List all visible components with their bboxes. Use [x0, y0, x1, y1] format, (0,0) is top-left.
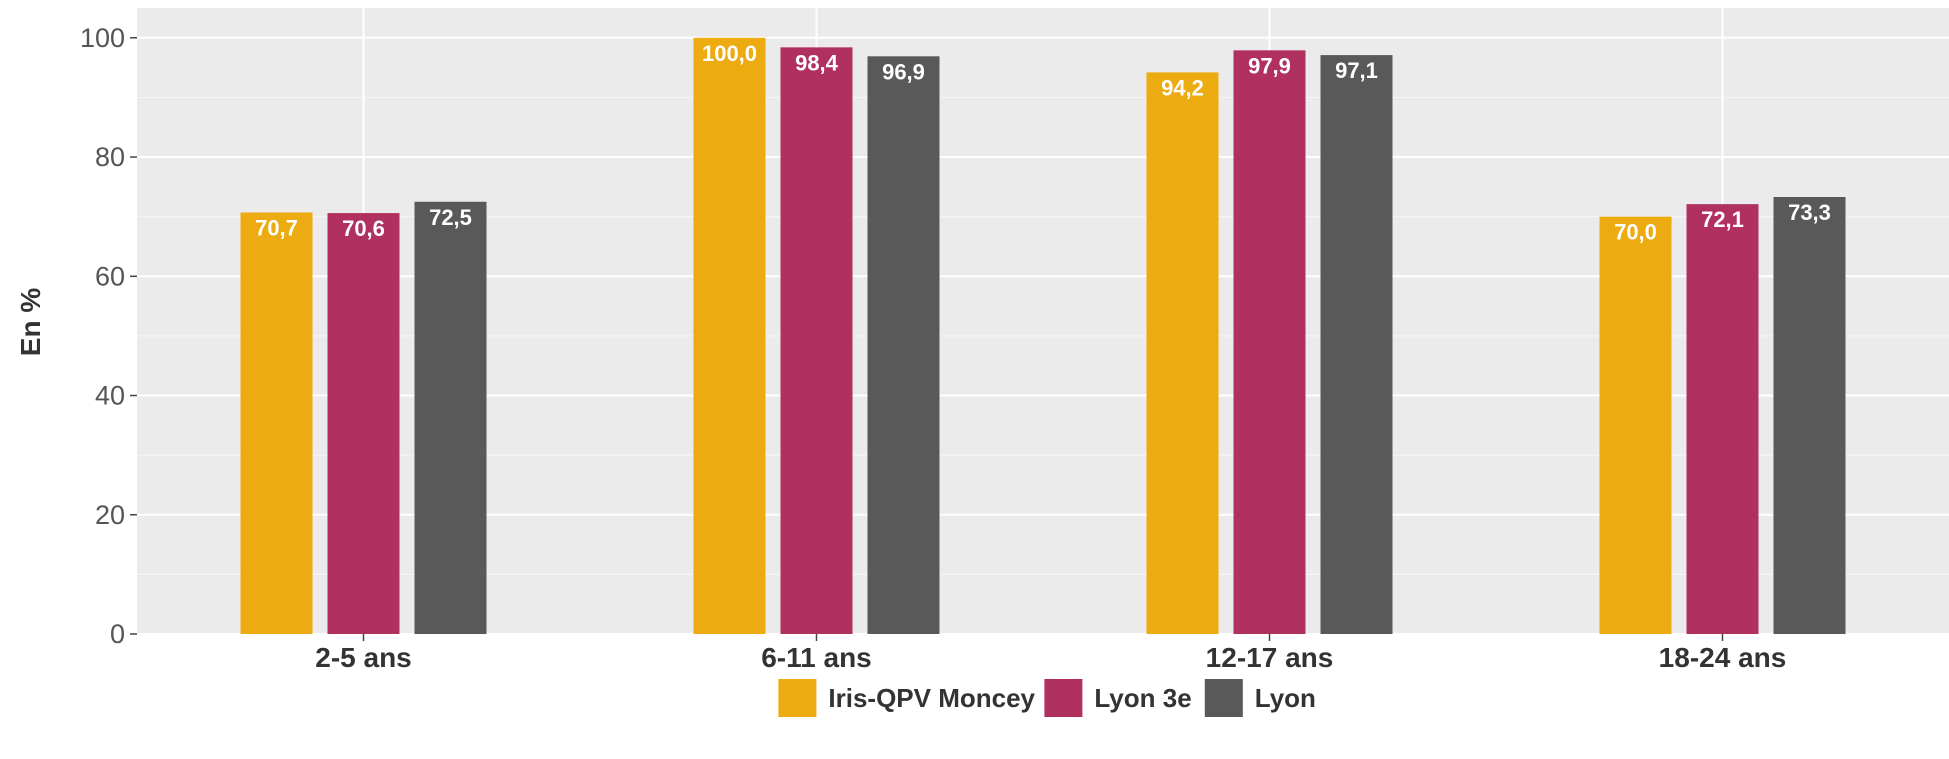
- bar: [240, 212, 313, 634]
- bar: [414, 201, 487, 634]
- bar: [1686, 204, 1759, 634]
- legend-label: Iris-QPV Moncey: [828, 683, 1035, 713]
- y-tick-label: 100: [80, 23, 125, 53]
- x-category-label: 12-17 ans: [1206, 642, 1334, 673]
- bar-value-label: 98,4: [795, 50, 839, 75]
- bar-value-label: 100,0: [702, 41, 757, 66]
- x-category-label: 6-11 ans: [761, 642, 872, 673]
- y-tick-label: 80: [95, 142, 125, 172]
- bar: [780, 47, 853, 634]
- plot-background: [137, 8, 1949, 634]
- bars: [240, 37, 1846, 635]
- legend-swatch: [778, 679, 817, 717]
- bar-value-label: 94,2: [1161, 75, 1204, 100]
- bar-value-label: 70,0: [1614, 220, 1657, 245]
- bar: [1773, 196, 1846, 635]
- bar-value-label: 70,7: [255, 215, 298, 240]
- axes: 0 20 40 60 80 100 2-5 ans 6-11 ans 12-17 ans 18-2…: [80, 23, 1786, 673]
- bar-value-label: 97,9: [1248, 53, 1291, 78]
- bar-value-label: 72,5: [429, 205, 472, 230]
- y-tick-label: 60: [95, 261, 125, 291]
- bar: [693, 37, 766, 635]
- bar: [1146, 72, 1219, 635]
- y-axis-title: En %: [15, 288, 46, 357]
- bar: [1599, 216, 1672, 634]
- legend-label: Lyon 3e: [1094, 683, 1191, 713]
- x-category-label: 2-5 ans: [315, 642, 412, 673]
- x-category-label: 18-24 ans: [1659, 642, 1787, 673]
- legend-swatch: [1204, 679, 1243, 717]
- y-tick-label: 0: [110, 619, 125, 649]
- y-tick-label: 20: [95, 500, 125, 530]
- bar-value-label: 97,1: [1335, 58, 1378, 83]
- bar: [327, 213, 400, 634]
- legend-swatch: [1044, 679, 1083, 717]
- bar-value-label: 96,9: [882, 59, 925, 84]
- value-labels: 70,7 70,6 72,5 100,0 98,4 96,9 94,2 97,9 97,1 70,…: [255, 41, 1831, 245]
- legend-label: Lyon: [1255, 683, 1316, 713]
- bar-value-label: 72,1: [1701, 207, 1744, 232]
- bar: [1320, 55, 1393, 634]
- y-tick-label: 40: [95, 381, 125, 411]
- legend: Iris-QPV Moncey Lyon 3e Lyon: [778, 679, 1316, 717]
- bar: [867, 56, 940, 634]
- bar: [1233, 50, 1306, 634]
- bar-value-label: 70,6: [342, 216, 385, 241]
- bar-value-label: 73,3: [1788, 200, 1831, 225]
